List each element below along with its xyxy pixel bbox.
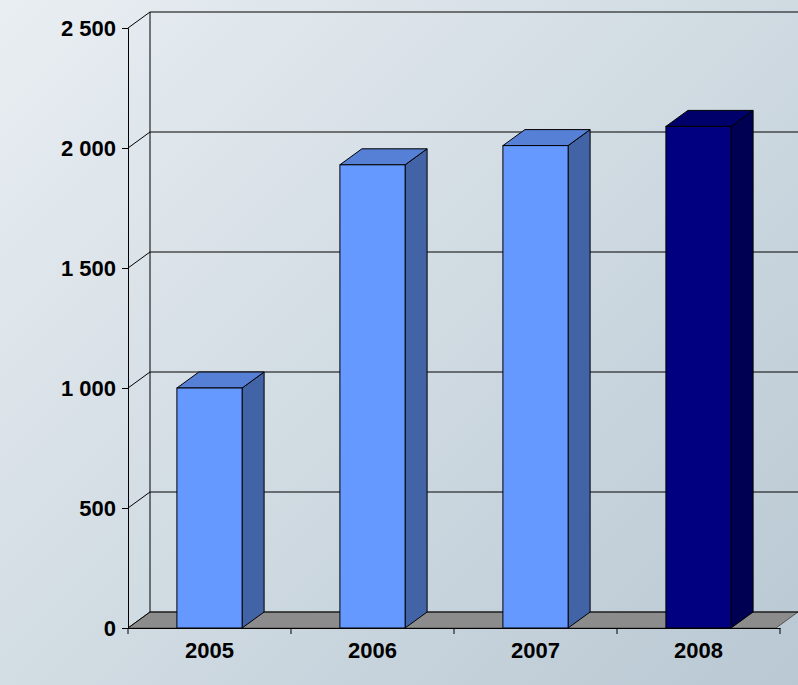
x-axis: 2005 2006 2007 2008 [128,628,781,663]
x-tick-label: 2005 [185,638,234,663]
grid-line [128,12,798,28]
x-tick: 2007 [511,628,560,663]
bar-side [731,110,753,628]
y-tick-label: 2 500 [61,16,116,41]
y-tick: 0 [104,616,128,641]
y-tick-label: 1 500 [61,256,116,281]
chart: 0 500 1 000 1 500 2 000 2 500 2005 2006 2007 2008 [0,0,798,685]
y-tick-mark [122,508,128,509]
x-separator [128,628,129,634]
bar-side [242,372,264,628]
y-tick-mark [122,148,128,149]
bar [177,388,242,628]
bar-top [503,130,590,146]
x-separator [454,628,455,634]
bar-group [503,130,590,628]
bar-group [666,110,753,628]
y-tick: 1 000 [61,376,128,401]
x-tick-label: 2006 [348,638,397,663]
bar [666,126,731,628]
bar-group [340,149,427,628]
bar-top [177,372,264,388]
y-tick: 500 [79,496,128,521]
bar [503,146,568,628]
x-tick: 2005 [185,628,234,663]
grid [128,12,798,628]
bar-side [568,130,590,628]
y-tick-mark [122,28,128,29]
x-separator [780,628,781,634]
bar-side [405,149,427,628]
bar [340,165,405,628]
y-tick: 2 500 [61,16,128,41]
bars [177,110,753,628]
bar-top [340,149,427,165]
y-tick: 2 000 [61,136,128,161]
x-separator [617,628,618,634]
bar-top [666,110,753,126]
y-tick-mark [122,268,128,269]
x-separator [291,628,292,634]
y-tick: 1 500 [61,256,128,281]
y-tick-mark [122,388,128,389]
x-tick-label: 2007 [511,638,560,663]
y-tick-label: 500 [79,496,116,521]
bar-group [177,372,264,628]
y-axis-line [122,29,129,629]
y-axis: 0 500 1 000 1 500 2 000 2 500 [61,16,129,641]
y-tick-label: 2 000 [61,136,116,161]
x-tick: 2008 [674,628,723,663]
y-tick-label: 1 000 [61,376,116,401]
y-tick-label: 0 [104,616,116,641]
x-tick: 2006 [348,628,397,663]
back-wall-edge [150,12,151,612]
x-tick-label: 2008 [674,638,723,663]
y-tick-mark [122,628,128,629]
